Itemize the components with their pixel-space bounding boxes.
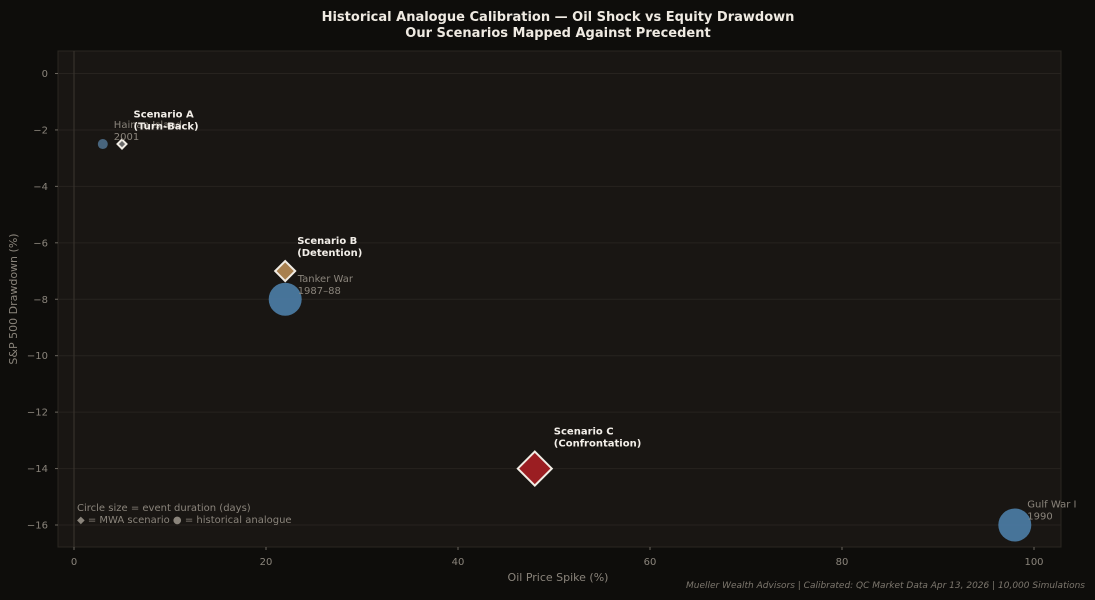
chart-title: Historical Analogue Calibration — Oil Sh… <box>322 10 795 25</box>
x-tick-label: 0 <box>71 557 77 568</box>
historical-label: 1987–88 <box>298 286 341 297</box>
x-axis-ticks: 0 20 40 60 80 100 <box>71 547 1044 568</box>
historical-label: Hainan Island <box>114 120 182 131</box>
chart-subtitle: Our Scenarios Mapped Against Precedent <box>405 26 710 41</box>
x-axis-label: Oil Price Spike (%) <box>508 571 609 584</box>
historical-label: 2001 <box>114 132 139 143</box>
y-tick-label: −10 <box>27 351 48 362</box>
x-tick-label: 60 <box>644 557 657 568</box>
historical-point-2 <box>998 508 1032 542</box>
x-tick-label: 100 <box>1024 557 1043 568</box>
scenario-point-0 <box>116 138 128 150</box>
historical-point-1 <box>268 282 302 316</box>
gridlines <box>58 73 1061 526</box>
scenario-point-1 <box>273 259 297 283</box>
y-tick-label: −8 <box>33 295 48 306</box>
scenario-series <box>116 138 554 487</box>
scenario-point-2 <box>516 450 554 487</box>
legend-note: ◆ = MWA scenario ● = historical analogue <box>77 515 292 526</box>
x-tick-label: 20 <box>260 557 273 568</box>
scenario-label: Scenario B <box>297 236 357 247</box>
y-tick-label: −2 <box>33 125 48 136</box>
y-tick-label: −16 <box>27 521 48 532</box>
historical-label: Gulf War I <box>1027 500 1076 511</box>
y-tick-label: 0 <box>42 69 48 80</box>
y-axis-label: S&P 500 Drawdown (%) <box>7 233 20 364</box>
y-tick-label: −14 <box>27 464 48 475</box>
scenario-label: Scenario C <box>554 427 614 438</box>
scenario-label: (Detention) <box>297 248 362 259</box>
y-axis-ticks: 0 −2 −4 −6 −8 −10 −12 −14 −16 <box>27 69 58 532</box>
scenario-label: Scenario A <box>134 110 194 121</box>
x-tick-label: 40 <box>452 557 465 568</box>
size-note: Circle size = event duration (days) <box>77 503 251 514</box>
y-tick-label: −12 <box>27 408 48 419</box>
historical-label: 1990 <box>1027 512 1052 523</box>
y-tick-label: −4 <box>33 182 48 193</box>
historical-analogue-series <box>97 139 1032 542</box>
scenario-label: (Confrontation) <box>554 439 641 450</box>
y-tick-label: −6 <box>33 238 48 249</box>
historical-point-0 <box>97 139 108 150</box>
footer-credit: Mueller Wealth Advisors | Calibrated: QC… <box>686 581 1085 591</box>
x-tick-label: 80 <box>836 557 849 568</box>
historical-label: Tanker War <box>297 274 354 285</box>
scenario-label: (Turn-Back) <box>134 122 199 133</box>
